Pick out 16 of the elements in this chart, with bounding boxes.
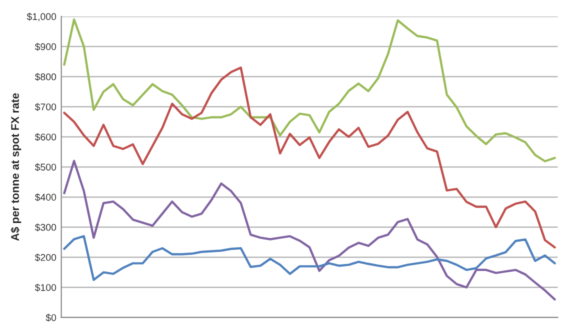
line-series	[63, 235, 556, 281]
y-tick-label: $600	[34, 133, 56, 142]
y-tick-label: $800	[34, 72, 56, 81]
y-tick-label: $200	[34, 254, 56, 262]
y-tick-label: $300	[34, 224, 56, 232]
line-series	[63, 160, 556, 301]
y-tick-label: $700	[34, 103, 56, 111]
y-axis-title: A$ per tonne at spot FX rate	[10, 93, 22, 241]
y-tick-label: $900	[34, 42, 56, 51]
line-series	[63, 66, 556, 248]
y-tick-label: $500	[34, 163, 56, 172]
line-series	[63, 18, 556, 162]
y-tick-label: $0	[46, 314, 56, 322]
y-tick-label: $1,000	[26, 12, 56, 22]
y-tick-label: $400	[34, 193, 56, 202]
y-tick-label: $100	[34, 284, 56, 292]
